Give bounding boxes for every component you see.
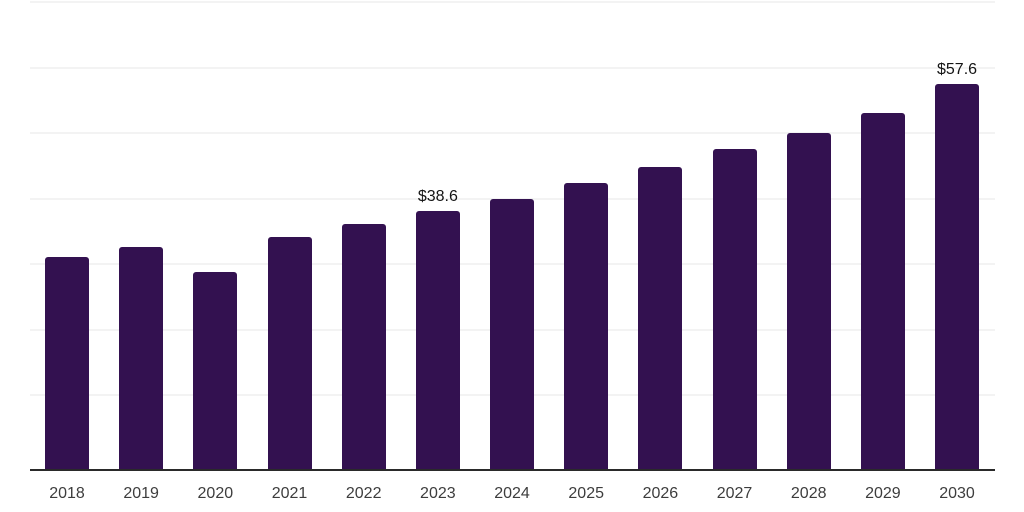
gridline bbox=[30, 132, 995, 134]
x-tick-label-2022: 2022 bbox=[345, 485, 382, 502]
gridline bbox=[30, 1, 995, 3]
x-axis-line bbox=[30, 468, 995, 471]
x-tick-label-2029: 2029 bbox=[865, 485, 901, 502]
bar-2019 bbox=[119, 246, 164, 470]
x-tick-label-2025: 2025 bbox=[568, 485, 604, 502]
x-tick-label-2024: 2024 bbox=[494, 485, 530, 502]
x-tick-label-2027: 2027 bbox=[716, 485, 753, 502]
bar-2028 bbox=[786, 132, 831, 470]
x-tick-label-2030: 2030 bbox=[939, 485, 975, 502]
x-tick-label-2023: 2023 bbox=[420, 485, 456, 502]
bar-2022 bbox=[341, 224, 386, 470]
bar-2026 bbox=[638, 167, 683, 470]
x-tick-label-2026: 2026 bbox=[642, 485, 679, 502]
bar-2030 bbox=[935, 84, 980, 470]
bar-2023 bbox=[415, 211, 460, 470]
x-tick-label-2020: 2020 bbox=[197, 485, 234, 502]
bar-value-label-2030: $57.6 bbox=[937, 61, 978, 79]
gridline bbox=[30, 197, 995, 200]
x-tick-label-2021: 2021 bbox=[271, 485, 308, 502]
x-tick-label-2019: 2019 bbox=[123, 485, 159, 502]
bar-2027 bbox=[712, 149, 757, 470]
bar-2020 bbox=[193, 271, 238, 470]
x-tick-label-2018: 2018 bbox=[49, 485, 85, 502]
bar-value-label-2023: $38.6 bbox=[417, 188, 458, 206]
gridline bbox=[30, 66, 995, 69]
bar-2021 bbox=[267, 236, 312, 470]
bar-2024 bbox=[490, 199, 535, 470]
bar-2029 bbox=[860, 113, 905, 470]
bar-2025 bbox=[564, 183, 609, 470]
bar-2018 bbox=[45, 256, 89, 470]
x-tick-label-2028: 2028 bbox=[790, 485, 827, 502]
